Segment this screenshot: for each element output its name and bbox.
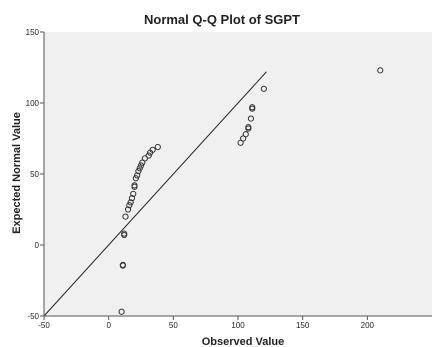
x-tick-label: -50: [38, 321, 50, 330]
data-point: [245, 124, 252, 131]
data-point: [154, 143, 161, 151]
data-point: [119, 262, 126, 269]
data-point: [128, 195, 136, 202]
chart-title: Normal Q-Q Plot of SGPT: [144, 12, 300, 27]
data-point: [149, 146, 156, 153]
data-point: [124, 206, 132, 213]
x-tick-label: 100: [231, 321, 245, 330]
data-point: [135, 168, 142, 175]
data-point: [127, 199, 134, 206]
data-point: [134, 172, 141, 179]
y-tick-label: 100: [26, 99, 40, 108]
x-tick-label: 0: [106, 321, 111, 330]
data-point: [118, 308, 125, 315]
data-point: [260, 85, 267, 92]
x-tick-label: 200: [361, 321, 375, 330]
data-point: [121, 230, 128, 237]
data-point: [145, 152, 152, 159]
data-point: [131, 182, 138, 189]
data-point: [137, 162, 145, 169]
y-tick-label: 50: [30, 170, 39, 179]
data-point: [249, 104, 256, 111]
x-tick-label: 150: [296, 321, 310, 330]
y-axis-label: Expected Normal Value: [11, 112, 23, 234]
data-point: [126, 202, 133, 209]
data-point: [247, 115, 255, 122]
data-point: [130, 190, 137, 197]
data-point: [132, 175, 139, 182]
x-tick-label: 50: [169, 321, 178, 330]
plot-background: [44, 32, 432, 316]
data-point: [136, 165, 143, 172]
y-tick-label: -50: [27, 312, 39, 321]
data-point: [122, 213, 129, 220]
data-point: [141, 155, 148, 162]
x-axis-label: Observed Value: [202, 336, 285, 347]
y-tick-label: 150: [26, 28, 40, 37]
data-point: [242, 131, 249, 138]
reference-line: [43, 71, 267, 317]
data-point: [377, 67, 384, 74]
y-tick-label: 0: [35, 241, 40, 250]
